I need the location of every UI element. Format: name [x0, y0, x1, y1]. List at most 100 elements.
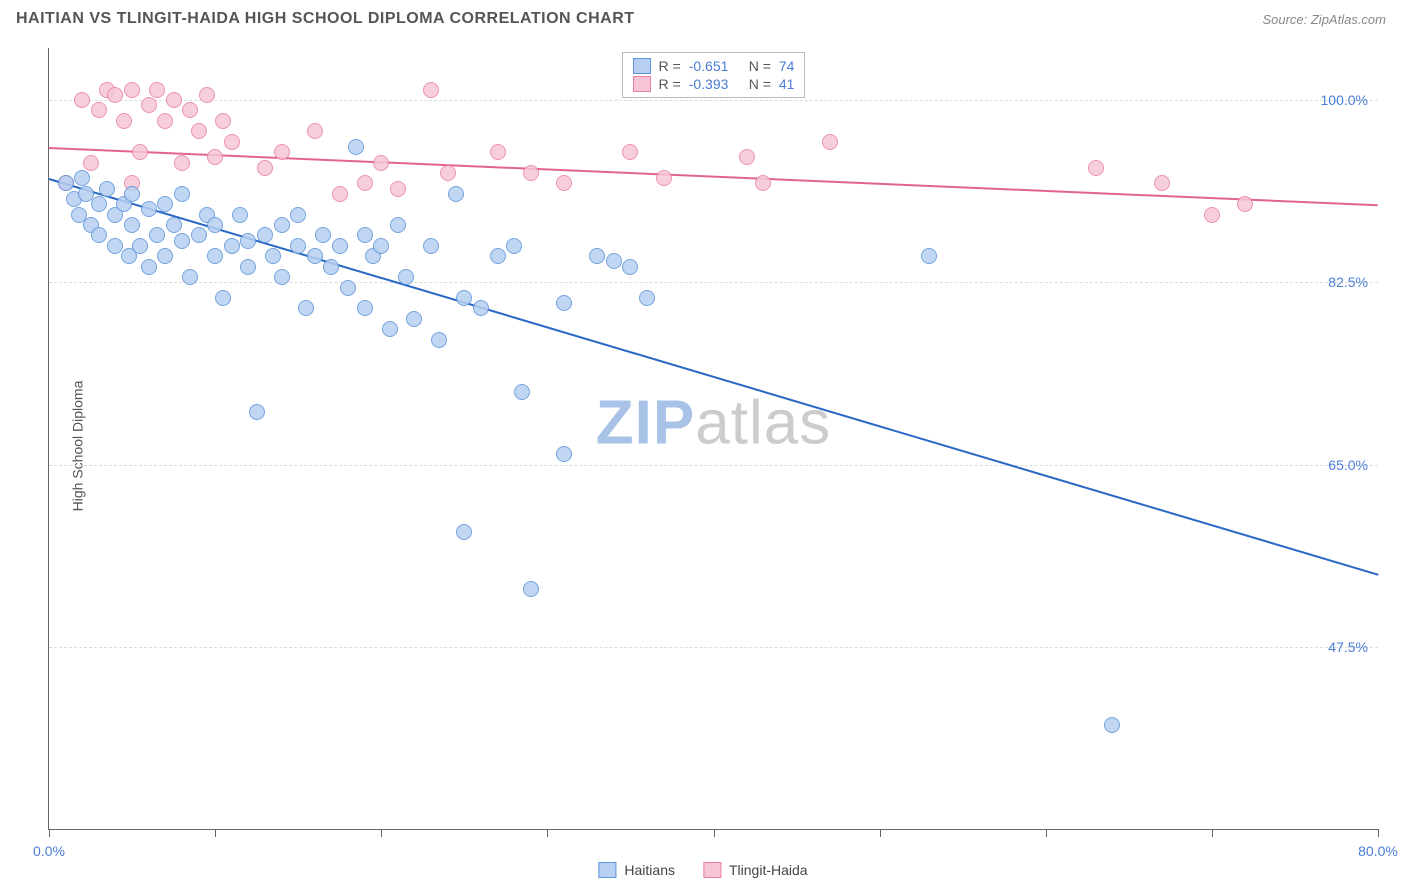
watermark: ZIPatlas: [596, 387, 831, 458]
data-point-tlingit: [199, 87, 215, 103]
stats-legend-row: R = -0.393 N = 41: [633, 75, 795, 93]
y-tick-label: 82.5%: [1328, 274, 1368, 290]
r-label: R =: [659, 58, 681, 74]
x-tick-label: 80.0%: [1358, 843, 1398, 859]
x-tick: [547, 829, 548, 837]
data-point-haitians: [290, 207, 306, 223]
r-label: R =: [659, 76, 681, 92]
data-point-tlingit: [440, 165, 456, 181]
legend-label: Haitians: [624, 862, 675, 878]
data-point-haitians: [99, 181, 115, 197]
legend-label: Tlingit-Haida: [729, 862, 808, 878]
legend-swatch: [633, 58, 651, 74]
trend-line-tlingit: [49, 147, 1378, 206]
data-point-tlingit: [132, 144, 148, 160]
data-point-haitians: [473, 300, 489, 316]
data-point-tlingit: [191, 123, 207, 139]
data-point-tlingit: [373, 155, 389, 171]
data-point-haitians: [174, 186, 190, 202]
legend-item-haitians: Haitians: [598, 862, 675, 878]
gridline: [49, 465, 1378, 466]
data-point-haitians: [514, 384, 530, 400]
data-point-haitians: [456, 524, 472, 540]
data-point-haitians: [1104, 717, 1120, 733]
data-point-haitians: [174, 233, 190, 249]
data-point-haitians: [240, 259, 256, 275]
data-point-haitians: [157, 248, 173, 264]
data-point-tlingit: [622, 144, 638, 160]
data-point-tlingit: [141, 97, 157, 113]
x-tick: [1378, 829, 1379, 837]
stats-legend: R =-0.651N =74R =-0.393N =41: [622, 52, 806, 98]
data-point-tlingit: [207, 149, 223, 165]
data-point-haitians: [332, 238, 348, 254]
data-point-haitians: [448, 186, 464, 202]
watermark-pre: ZIP: [596, 388, 695, 457]
data-point-haitians: [398, 269, 414, 285]
data-point-tlingit: [523, 165, 539, 181]
y-tick-label: 65.0%: [1328, 457, 1368, 473]
data-point-haitians: [74, 170, 90, 186]
x-tick: [49, 829, 50, 837]
data-point-haitians: [240, 233, 256, 249]
data-point-tlingit: [124, 82, 140, 98]
x-tick: [1212, 829, 1213, 837]
data-point-tlingit: [390, 181, 406, 197]
n-value: 41: [779, 76, 795, 92]
x-tick: [1046, 829, 1047, 837]
data-point-haitians: [58, 175, 74, 191]
chart-title: HAITIAN VS TLINGIT-HAIDA HIGH SCHOOL DIP…: [16, 10, 635, 28]
data-point-tlingit: [83, 155, 99, 171]
data-point-tlingit: [1204, 207, 1220, 223]
data-point-haitians: [315, 227, 331, 243]
data-point-tlingit: [1154, 175, 1170, 191]
data-point-haitians: [249, 404, 265, 420]
y-tick-label: 100.0%: [1321, 92, 1368, 108]
data-point-haitians: [191, 227, 207, 243]
data-point-tlingit: [74, 92, 90, 108]
data-point-tlingit: [490, 144, 506, 160]
data-point-haitians: [506, 238, 522, 254]
data-point-haitians: [207, 248, 223, 264]
data-point-tlingit: [357, 175, 373, 191]
x-tick: [381, 829, 382, 837]
data-point-haitians: [423, 238, 439, 254]
data-point-haitians: [323, 259, 339, 275]
data-point-haitians: [132, 238, 148, 254]
chart-plot-area: ZIPatlas 100.0%82.5%65.0%47.5%0.0%80.0%R…: [48, 48, 1378, 830]
data-point-haitians: [124, 186, 140, 202]
data-point-haitians: [556, 295, 572, 311]
data-point-tlingit: [91, 102, 107, 118]
data-point-haitians: [622, 259, 638, 275]
data-point-tlingit: [656, 170, 672, 186]
data-point-haitians: [921, 248, 937, 264]
data-point-haitians: [390, 217, 406, 233]
data-point-tlingit: [116, 113, 132, 129]
chart-source: Source: ZipAtlas.com: [1262, 12, 1386, 27]
data-point-tlingit: [107, 87, 123, 103]
x-tick: [714, 829, 715, 837]
data-point-tlingit: [822, 134, 838, 150]
data-point-tlingit: [556, 175, 572, 191]
data-point-haitians: [639, 290, 655, 306]
data-point-haitians: [157, 196, 173, 212]
data-point-haitians: [589, 248, 605, 264]
data-point-tlingit: [755, 175, 771, 191]
data-point-haitians: [382, 321, 398, 337]
source-name: ZipAtlas.com: [1311, 12, 1386, 27]
data-point-tlingit: [174, 155, 190, 171]
n-label: N =: [749, 76, 771, 92]
gridline: [49, 100, 1378, 101]
data-point-haitians: [490, 248, 506, 264]
r-value: -0.393: [689, 76, 741, 92]
data-point-tlingit: [257, 160, 273, 176]
data-point-haitians: [290, 238, 306, 254]
series-legend: Haitians Tlingit-Haida: [598, 862, 807, 878]
data-point-tlingit: [149, 82, 165, 98]
legend-swatch: [633, 76, 651, 92]
data-point-haitians: [232, 207, 248, 223]
data-point-haitians: [166, 217, 182, 233]
watermark-post: atlas: [695, 388, 831, 457]
data-point-haitians: [357, 227, 373, 243]
data-point-tlingit: [224, 134, 240, 150]
